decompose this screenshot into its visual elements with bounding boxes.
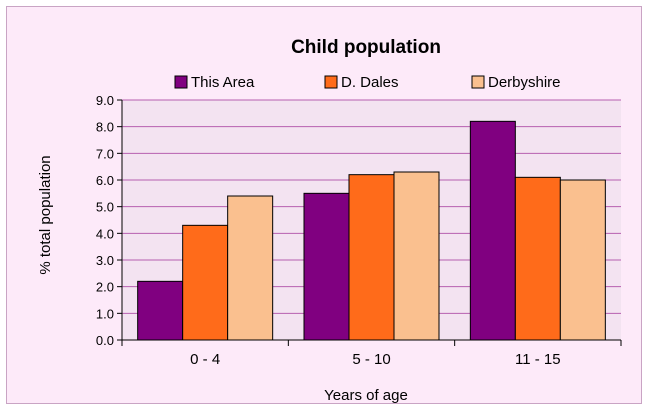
- bar: [559, 179, 606, 341]
- bar: [348, 174, 395, 341]
- bars: [137, 120, 606, 341]
- legend-label: Derbyshire: [488, 74, 561, 91]
- y-tick-label: 5.0: [96, 200, 114, 215]
- legend-swatch: [471, 75, 485, 89]
- y-tick-labels: 0.0 1.0 2.0 3.0 4.0 5.0 6.0 7.0 8.0 9.0: [96, 93, 114, 348]
- legend-label: D. Dales: [341, 74, 399, 91]
- bar: [393, 171, 440, 341]
- legend-swatch: [324, 75, 338, 89]
- x-tick-labels: 0 - 4 5 - 10 11 - 15: [190, 351, 560, 368]
- y-tick-label: 8.0: [96, 120, 114, 135]
- bar: [137, 280, 184, 341]
- y-axis-label: % total population: [37, 155, 54, 274]
- x-tick-label: 0 - 4: [190, 351, 220, 368]
- y-tick-label: 3.0: [96, 253, 114, 268]
- bar: [227, 195, 274, 341]
- bar: [469, 120, 516, 341]
- legend-swatch: [174, 75, 188, 89]
- x-axis-label: Years of age: [324, 387, 408, 404]
- bar: [303, 192, 350, 341]
- y-tick-label: 9.0: [96, 93, 114, 108]
- legend-label: This Area: [191, 74, 255, 91]
- x-tick-label: 5 - 10: [352, 351, 390, 368]
- y-tick-label: 2.0: [96, 280, 114, 295]
- bar: [514, 176, 561, 341]
- y-tick-label: 1.0: [96, 306, 114, 321]
- axes: [117, 99, 622, 346]
- y-tick-label: 6.0: [96, 173, 114, 188]
- y-tick-label: 7.0: [96, 146, 114, 161]
- legend: This Area D. Dales Derbyshire: [174, 74, 561, 91]
- chart-title: Child population: [291, 37, 441, 58]
- y-tick-label: 0.0: [96, 333, 114, 348]
- bar: [182, 224, 229, 341]
- y-tick-label: 4.0: [96, 226, 114, 241]
- x-tick-label: 11 - 15: [515, 351, 561, 368]
